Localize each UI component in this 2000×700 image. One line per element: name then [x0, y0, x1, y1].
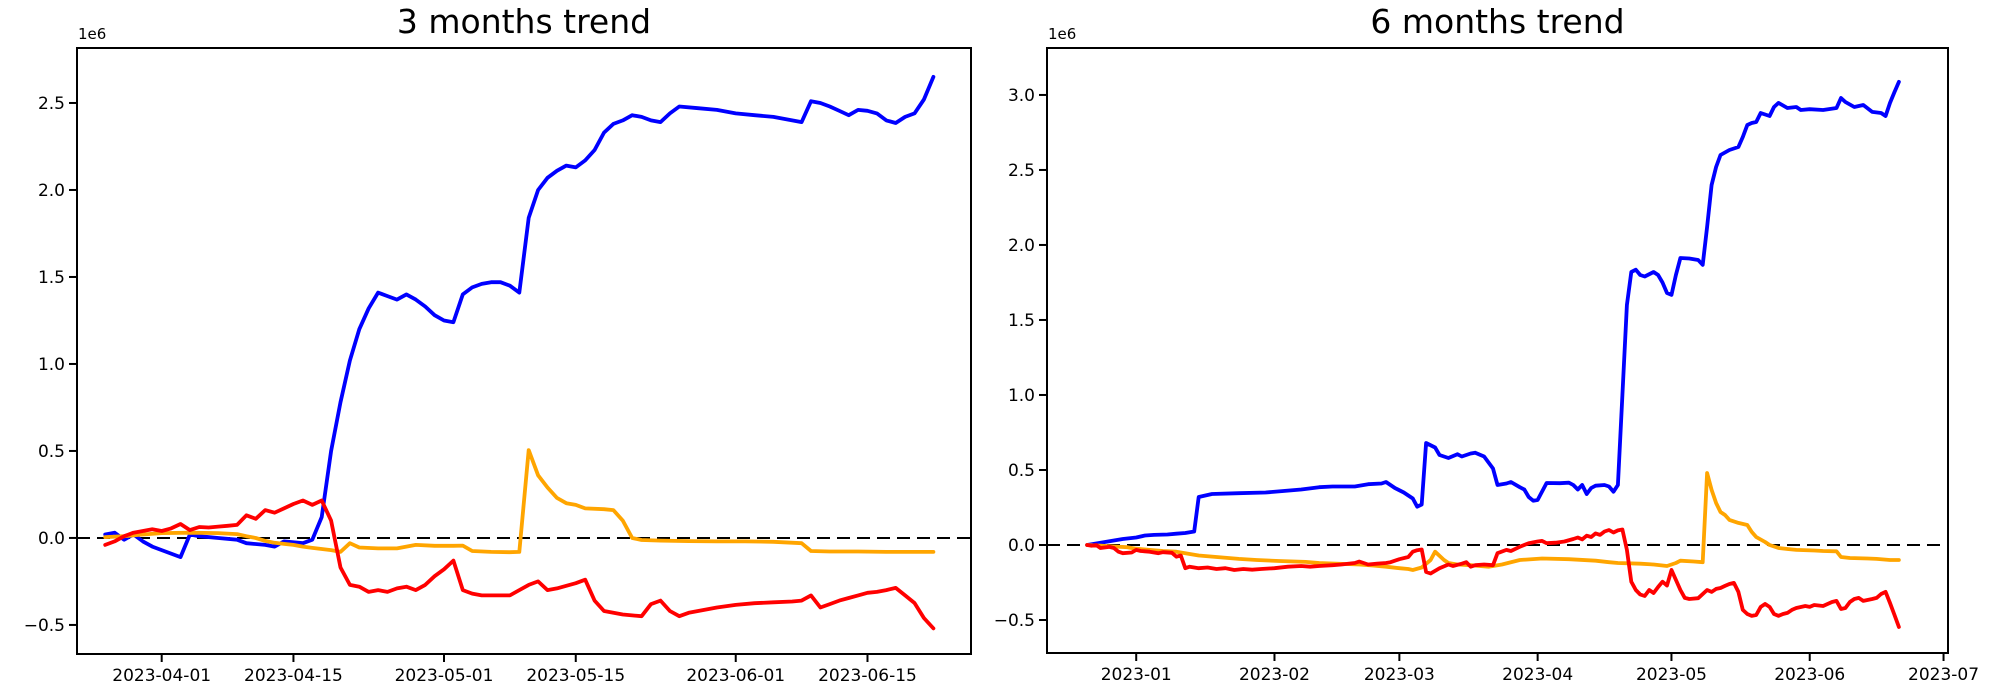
x-tick-label: 2023-04: [1502, 665, 1573, 685]
x-tick-label: 2023-05-15: [526, 666, 625, 686]
plot-border: [1046, 47, 1949, 654]
series-red-line: [103, 498, 936, 631]
y-tick-label: 0.5: [1008, 461, 1035, 481]
x-tick-label: 2023-04-01: [112, 666, 211, 686]
y-tick-label: 1.5: [1008, 311, 1035, 331]
y-tick-label: −0.5: [994, 611, 1035, 631]
x-tick-label: 2023-06: [1774, 665, 1845, 685]
y-tick-label: 1.0: [1008, 386, 1035, 406]
y-tick-label: 2.0: [38, 181, 65, 201]
x-tick-label: 2023-04-15: [244, 666, 343, 686]
series-blue-line: [1085, 80, 1901, 547]
y-tick-label: 0.5: [38, 442, 65, 462]
y-axis-offset-label-left: 1e6: [78, 25, 107, 43]
series-red-line: [1085, 527, 1901, 629]
y-tick-label: 2.0: [1008, 236, 1035, 256]
y-tick-label: 3.0: [1008, 86, 1035, 106]
y-axis-offset-label-right: 1e6: [1048, 25, 1077, 43]
chart-title-3-months: 3 months trend: [396, 2, 652, 41]
series-orange-line: [103, 448, 936, 555]
x-tick-label: 2023-02: [1239, 665, 1310, 685]
series-orange-line: [1085, 471, 1901, 572]
plot-border: [76, 47, 972, 655]
x-tick-label: 2023-06-15: [818, 666, 917, 686]
chart-title-6-months: 6 months trend: [1370, 2, 1625, 41]
y-tick-label: −0.5: [24, 616, 65, 636]
y-tick-label: 0.0: [38, 529, 65, 549]
y-tick-label: 2.5: [38, 94, 65, 114]
series-blue-line: [103, 75, 936, 559]
x-tick-label: 2023-06-01: [686, 666, 785, 686]
y-tick-label: 2.5: [1008, 161, 1035, 181]
y-tick-label: 1.0: [38, 355, 65, 375]
y-tick-label: 0.0: [1008, 536, 1035, 556]
y-tick-label: 1.5: [38, 268, 65, 288]
x-tick-label: 2023-03: [1364, 665, 1435, 685]
x-tick-label: 2023-05-01: [395, 666, 494, 686]
x-tick-label: 2023-01: [1101, 665, 1172, 685]
x-tick-label: 2023-05: [1636, 665, 1707, 685]
x-tick-label: 2023-07: [1908, 665, 1979, 685]
